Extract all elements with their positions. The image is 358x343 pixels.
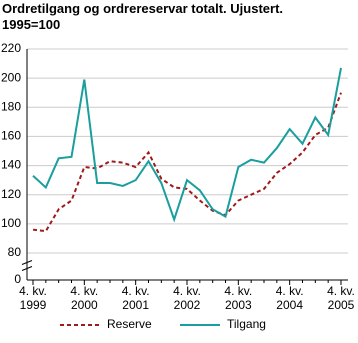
chart-title: Ordretilgang og ordrereservar totalt. Uj…: [2, 1, 284, 32]
y-tick-label: 180: [1, 99, 21, 113]
y-tick-label: 0: [14, 272, 21, 286]
legend-label: Reserve: [107, 317, 152, 331]
y-tick-label: 80: [8, 245, 22, 259]
x-tick-label: 4. kv. 2005: [327, 284, 355, 312]
y-tick-label: 220: [1, 41, 21, 55]
y-tick-label: 160: [1, 129, 21, 143]
y-tick-label: 120: [1, 187, 21, 201]
y-tick-label: 140: [1, 158, 21, 172]
y-tick-label: 200: [1, 70, 21, 84]
x-tick-label: 4. kv. 2000: [70, 284, 99, 312]
x-tick-label: 4. kv. 2001: [121, 284, 150, 312]
x-tick-label: 4. kv. 2002: [173, 284, 201, 312]
axis-break: [21, 260, 33, 271]
y-tick-label: 100: [1, 216, 21, 230]
x-tick-label: 4. kv. 2004: [275, 284, 304, 312]
legend-label: Tilgang: [227, 317, 266, 331]
series-line: [32, 92, 342, 233]
x-tick-label: 4. kv. 2003: [224, 284, 253, 312]
x-tick-label: 4. kv. 1999: [19, 284, 47, 312]
series-line: [32, 67, 342, 223]
